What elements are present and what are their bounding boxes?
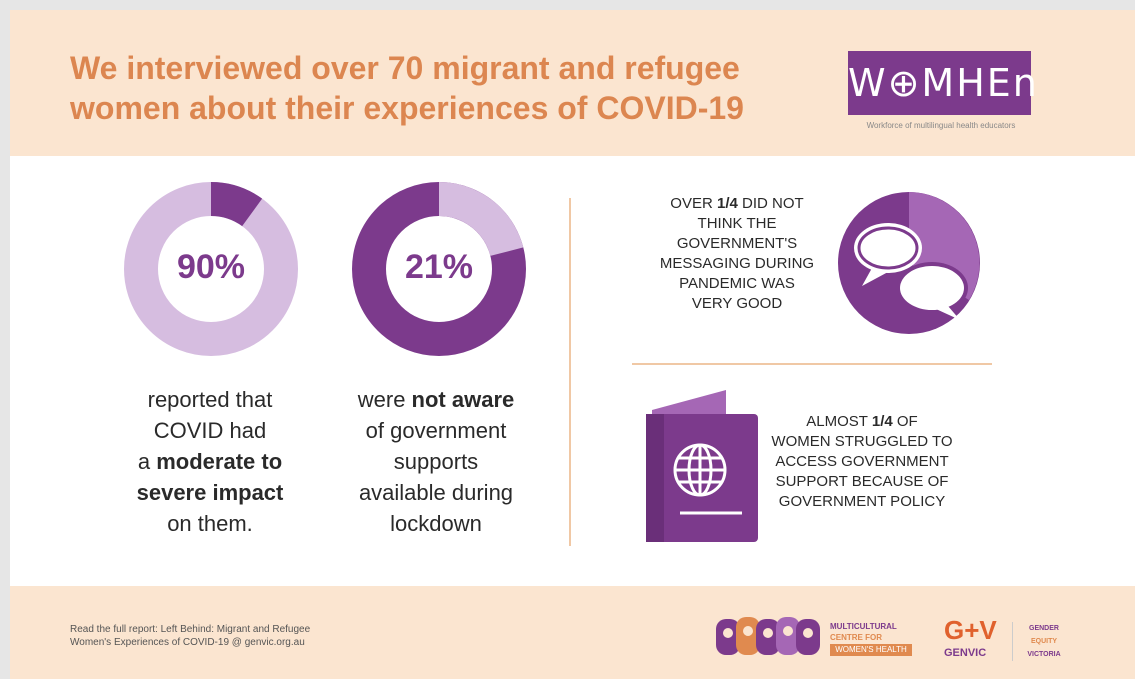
awareness-percent: 21% <box>404 248 474 286</box>
impact-caption-bold: severe impact <box>136 480 284 505</box>
mchw-line-3: WOMEN'S HEALTH <box>830 644 912 656</box>
access-stat-line: SUPPORT BECAUSE OF <box>775 473 949 490</box>
footer-band <box>10 586 1135 679</box>
messaging-stat-line: VERY GOOD <box>691 295 783 312</box>
awareness-caption-text: were <box>357 387 412 412</box>
awareness-caption-bold: not aware <box>411 387 515 412</box>
awareness-caption: were not aware of government supports av… <box>336 384 536 539</box>
access-stat-line: WOMEN STRUGGLED TO <box>771 433 953 450</box>
impact-caption-line: a moderate to <box>110 446 310 477</box>
womhen-logo: W⊕MHEn <box>848 51 1037 115</box>
awareness-caption-line: available during <box>358 480 514 505</box>
impact-donut <box>124 182 298 356</box>
title-line-1: We interviewed over 70 migrant and refug… <box>70 50 740 86</box>
gev-line: GENDER <box>1029 625 1059 632</box>
access-stat-line: GOVERNMENT POLICY <box>778 493 946 510</box>
page-title: We interviewed over 70 migrant and refug… <box>70 48 810 128</box>
impact-caption-line: on them. <box>167 511 253 536</box>
messaging-stat-line: OVER 1/4 DID NOT <box>632 194 842 214</box>
impact-caption-text: a <box>137 449 157 474</box>
title-line-2: women about their experiences of COVID-1… <box>70 90 744 126</box>
horizontal-divider <box>632 363 992 365</box>
impact-caption-line: COVID had <box>153 418 267 443</box>
passport-icon <box>646 390 758 542</box>
mchw-line-2: CENTRE FOR <box>830 633 882 642</box>
access-stat-text: ALMOST 1/4 OF WOMEN STRUGGLED TO ACCESS … <box>752 412 972 512</box>
awareness-caption-line: of government <box>365 418 507 443</box>
infographic: We interviewed over 70 migrant and refug… <box>10 10 1135 679</box>
awareness-caption-line: lockdown <box>390 511 482 536</box>
logo-subtitle: Workforce of multilingual health educato… <box>866 121 1016 130</box>
access-stat-line: ALMOST 1/4 OF <box>752 412 972 432</box>
awareness-caption-line: supports <box>393 449 479 474</box>
impact-caption-line: reported that <box>147 387 273 412</box>
vertical-divider <box>569 198 571 546</box>
mchw-line-1: MULTICULTURAL <box>830 622 897 631</box>
impact-caption-bold: moderate to <box>156 449 283 474</box>
access-stat-part: OF <box>892 413 918 430</box>
messaging-stat-text: OVER 1/4 DID NOT THINK THE GOVERNMENT'S … <box>632 194 842 314</box>
genvic-label: GENVIC <box>944 647 987 659</box>
gender-equity-victoria-logo: GENDER EQUITY VICTORIA <box>1012 622 1075 661</box>
messaging-stat-line: GOVERNMENT'S <box>676 235 798 252</box>
gev-line: EQUITY <box>1030 638 1058 645</box>
awareness-donut <box>352 182 526 356</box>
speech-bubbles-icon <box>838 192 980 334</box>
report-reference: Read the full report: Left Behind: Migra… <box>70 623 470 649</box>
awareness-donut-arc <box>352 182 526 356</box>
messaging-stat-line: MESSAGING DURING <box>659 255 815 272</box>
access-stat-line: ACCESS GOVERNMENT <box>775 453 949 470</box>
impact-donut-arc <box>124 182 298 356</box>
awareness-caption-line: were not aware <box>336 384 536 415</box>
messaging-stat-line: PANDEMIC WAS <box>679 275 795 292</box>
impact-percent: 90% <box>176 248 246 286</box>
report-reference-line: Read the full report: Left Behind: Migra… <box>70 624 311 635</box>
messaging-stat-bold: 1/4 <box>716 195 738 212</box>
impact-caption-line: severe impact <box>110 477 310 508</box>
multicultural-faces-logo <box>716 617 820 655</box>
access-stat-bold: 1/4 <box>871 413 893 430</box>
gev-line: VICTORIA <box>1027 651 1061 658</box>
messaging-stat-line: THINK THE <box>697 215 777 232</box>
genvic-mark: G+V <box>944 615 997 645</box>
messaging-stat-part: DID NOT <box>737 195 804 212</box>
report-reference-line: Women's Experiences of COVID-19 @ genvic… <box>70 637 305 648</box>
messaging-stat-part: OVER <box>670 195 717 212</box>
access-stat-part: ALMOST <box>806 413 872 430</box>
impact-caption: reported that COVID had a moderate to se… <box>110 384 310 539</box>
